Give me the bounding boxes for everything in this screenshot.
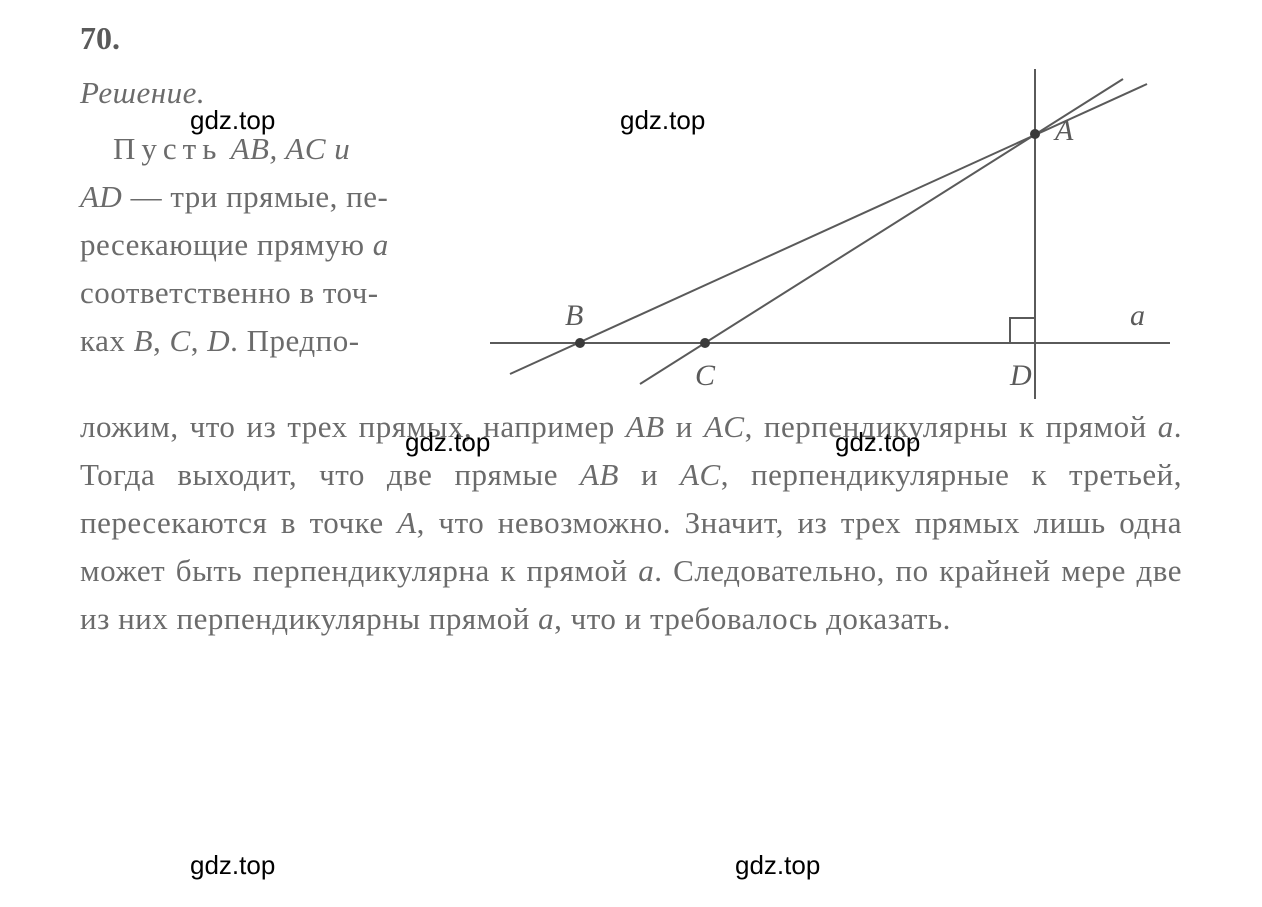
para1-rest: AB, AC и xyxy=(222,131,350,166)
watermark-3: gdz.top xyxy=(405,427,490,458)
watermark-5: gdz.top xyxy=(190,850,275,881)
watermark-2: gdz.top xyxy=(620,105,705,136)
para1-line3: ресекающие прямую a xyxy=(80,221,460,269)
perpendicular-marker xyxy=(1010,318,1035,343)
problem-number: 70. xyxy=(80,20,1182,57)
label-b: B xyxy=(565,299,583,333)
label-c: C xyxy=(695,359,715,393)
label-d: D xyxy=(1010,359,1032,393)
point-a xyxy=(1030,129,1040,139)
diagram-svg xyxy=(480,69,1180,399)
watermark-4: gdz.top xyxy=(835,427,920,458)
watermark-6: gdz.top xyxy=(735,850,820,881)
label-a: A xyxy=(1055,114,1073,148)
bottom-text: ложим, что из трех прямых, например AB и… xyxy=(80,403,1182,643)
watermark-1: gdz.top xyxy=(190,105,275,136)
para1-line5: ках B, C, D. Предпо- xyxy=(80,317,460,365)
para1-spaced: Пусть xyxy=(113,131,222,166)
point-c xyxy=(700,338,710,348)
point-b xyxy=(575,338,585,348)
line-ab xyxy=(510,84,1147,374)
para1-line4: соответственно в точ- xyxy=(80,269,460,317)
geometry-diagram: A B C D a xyxy=(480,69,1180,399)
line-ac xyxy=(640,79,1123,384)
para1-line2: AD — три прямые, пе- xyxy=(80,173,460,221)
label-line-a: a xyxy=(1130,299,1145,333)
